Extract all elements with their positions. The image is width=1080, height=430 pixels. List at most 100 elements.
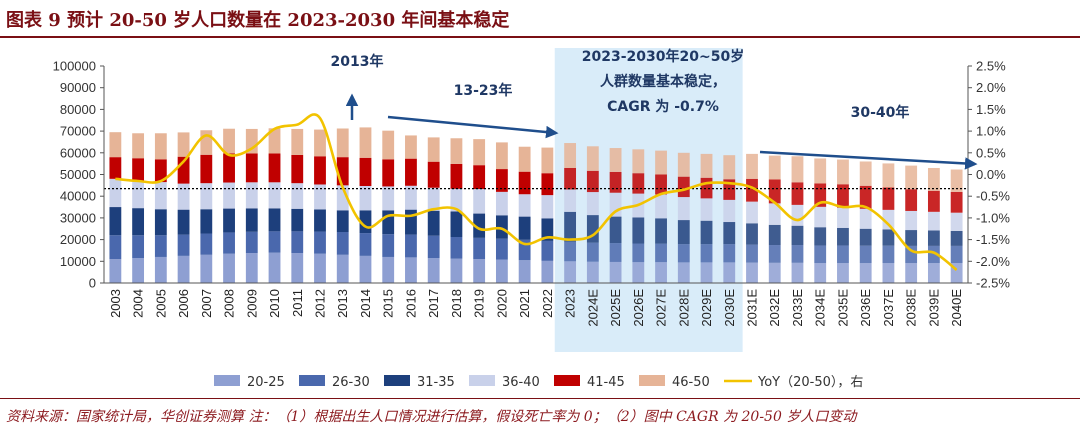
x-tick-label: 2032E <box>767 289 782 327</box>
x-tick-label: 2008 <box>222 289 237 318</box>
bar-segment-20-25 <box>837 263 849 283</box>
x-tick-label: 2025E <box>608 289 623 327</box>
bar-segment-31-35 <box>495 215 508 239</box>
bar-segment-46-50 <box>927 167 940 191</box>
bar-segment-26-30 <box>905 245 918 264</box>
bar-segment-31-35 <box>905 230 918 246</box>
bar-segment-36-40 <box>405 185 417 210</box>
bar-segment-31-35 <box>814 227 827 246</box>
bar-segment-36-40 <box>609 192 622 217</box>
bar-segment-46-50 <box>905 165 918 190</box>
bar-segment-36-40 <box>223 182 235 209</box>
bar-segment-31-35 <box>336 210 349 233</box>
bar-segment-20-25 <box>586 261 599 283</box>
x-tick-label: 2039E <box>926 289 941 327</box>
x-tick-label: 2021 <box>517 289 532 318</box>
x-tick-label: 2013 <box>335 289 350 318</box>
legend-swatch-20-25 <box>214 375 240 386</box>
bar-segment-20-25 <box>518 260 531 283</box>
bar-segment-26-30 <box>541 240 554 261</box>
bar-segment-36-40 <box>927 211 940 231</box>
bar-segment-46-50 <box>564 143 577 168</box>
arrow-13-23 <box>387 115 559 139</box>
legend-label: 26-30 <box>332 375 370 390</box>
x-tick-label: 2023 <box>563 289 578 318</box>
arrow-30-40 <box>759 150 978 170</box>
bar-segment-26-30 <box>314 231 326 254</box>
bar-segment-26-30 <box>700 244 713 263</box>
bar-segment-41-45 <box>632 173 645 194</box>
bar-segment-36-40 <box>336 185 349 211</box>
bar-segment-20-25 <box>200 254 213 283</box>
right-tick-label: -2.5% <box>976 276 1010 291</box>
title-rule <box>0 36 1080 38</box>
bar-segment-36-40 <box>677 197 690 221</box>
bar-segment-46-50 <box>223 128 235 154</box>
bar-segment-31-35 <box>723 222 736 245</box>
bar-segment-20-25 <box>495 259 508 283</box>
x-tick-label: 2003 <box>108 289 123 318</box>
bar-segment-36-40 <box>837 207 849 228</box>
x-tick-label: 2037E <box>881 289 896 327</box>
x-tick-label: 2010 <box>267 289 282 318</box>
bar-segment-31-35 <box>655 218 667 244</box>
right-tick-label: 2.0% <box>976 80 1006 95</box>
bar-segment-26-30 <box>177 234 190 256</box>
bar-segment-41-45 <box>154 159 167 183</box>
bar-segment-26-30 <box>677 244 690 263</box>
bar-segment-46-50 <box>336 128 349 158</box>
bar-segment-20-25 <box>427 258 440 283</box>
bar-segment-46-50 <box>655 150 667 175</box>
left-tick-label: 70000 <box>60 124 96 139</box>
bar-segment-36-40 <box>700 198 713 221</box>
bar-segment-20-25 <box>154 256 167 283</box>
right-tick-label: -1.5% <box>976 232 1010 247</box>
bar-segment-20-25 <box>927 263 940 283</box>
bar-segment-26-30 <box>586 242 599 262</box>
x-tick-label: 2027E <box>654 289 669 327</box>
bar-segment-41-45 <box>882 187 895 210</box>
right-tick-label: 1.0% <box>976 124 1006 139</box>
bar-segment-36-40 <box>200 183 213 210</box>
bar-segment-46-50 <box>314 129 326 157</box>
bar-segment-31-35 <box>768 224 781 246</box>
bar-segment-20-25 <box>723 262 736 283</box>
x-tick-label: 2009 <box>244 289 259 318</box>
chart-title: 图表 9 预计 20-50 岁人口数量在 2023-2030 年间基本稳定 <box>6 10 510 31</box>
bar-segment-20-25 <box>109 259 122 283</box>
bar-segment-20-25 <box>268 252 281 283</box>
bar-segment-31-35 <box>291 208 304 232</box>
x-tick-label: 2038E <box>904 289 919 327</box>
x-tick-label: 2007 <box>199 289 214 318</box>
bar-segment-41-45 <box>109 157 122 179</box>
bar-segment-26-30 <box>132 235 145 259</box>
bar-segment-36-40 <box>814 206 827 228</box>
bar-segment-36-40 <box>723 199 736 223</box>
bar-segment-46-50 <box>677 152 690 177</box>
left-tick-label: 90000 <box>60 80 96 95</box>
bar-segment-46-50 <box>700 153 713 178</box>
bar-segment-46-50 <box>837 159 849 185</box>
bar-segment-20-25 <box>905 263 918 283</box>
bar-segment-31-35 <box>632 217 645 244</box>
bar-segment-36-40 <box>791 204 804 226</box>
bar-segment-20-25 <box>450 258 463 283</box>
bar-segment-20-25 <box>132 258 145 283</box>
bottom-rule <box>0 398 1080 399</box>
bar-segment-26-30 <box>382 234 395 257</box>
bar-segment-36-40 <box>655 194 667 219</box>
bar-segment-41-45 <box>200 154 213 184</box>
bar-segment-31-35 <box>405 209 417 235</box>
bar-segment-36-40 <box>564 189 577 212</box>
bar-segment-41-45 <box>814 183 827 207</box>
chart: 0 10000 20000 30000 40000 50000 60000 70000 8000… <box>53 48 1010 390</box>
bar-segment-46-50 <box>109 132 122 158</box>
bar-segment-46-50 <box>541 147 554 174</box>
bar-segment-26-30 <box>859 245 872 264</box>
bar-segment-26-30 <box>768 245 781 263</box>
bar-segment-20-25 <box>609 261 622 283</box>
bar-segment-41-45 <box>495 169 508 192</box>
bar-segment-26-30 <box>791 245 804 263</box>
bar-segment-31-35 <box>950 230 963 246</box>
left-tick-label: 20000 <box>60 232 96 247</box>
